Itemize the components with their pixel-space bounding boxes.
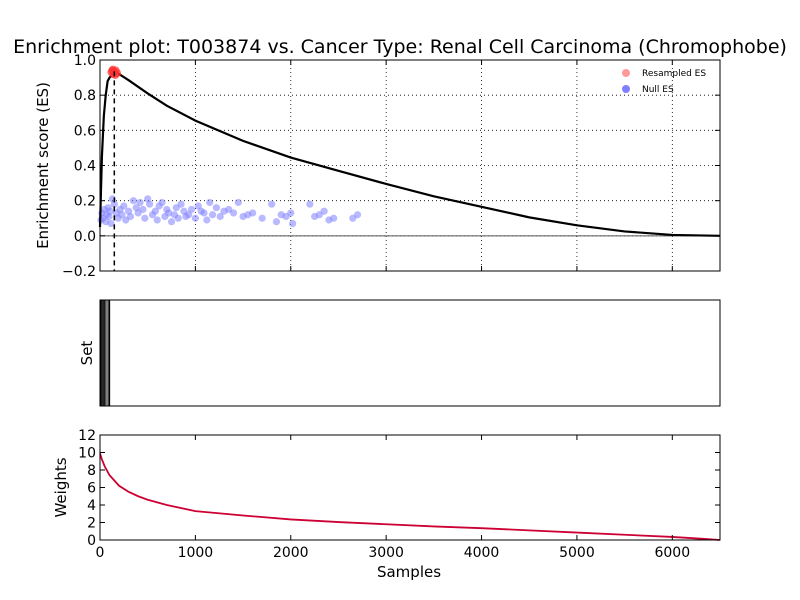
null-es-point — [234, 198, 242, 207]
null-es-point — [120, 202, 128, 210]
y-tick-label: 0.8 — [74, 88, 96, 104]
null-es-point — [139, 205, 147, 214]
es-panel: Enrichment plot: T003874 vs. Cancer Type… — [13, 36, 787, 280]
null-es-point — [287, 209, 295, 217]
legend-label: Null ES — [642, 85, 674, 95]
null-es-point — [167, 218, 176, 226]
y-tick-label: 0.0 — [74, 229, 96, 245]
null-es-point — [212, 204, 220, 212]
null-es-point — [151, 207, 159, 215]
y-tick-label: 2 — [87, 516, 96, 532]
set-panel: Set — [78, 299, 721, 407]
y-tick-label: 0.6 — [74, 123, 96, 139]
null-es-point — [107, 219, 115, 228]
null-es-point — [177, 200, 185, 208]
null-es-point — [141, 214, 149, 222]
null-es-point — [174, 214, 182, 222]
y-tick-label: 12 — [78, 428, 96, 444]
null-es-point — [200, 209, 208, 217]
weights-axis-label: Weights — [52, 457, 70, 517]
legend-marker — [622, 85, 630, 93]
null-es-point — [249, 209, 257, 217]
weights-panel: 12 108 64 200 1000 2000 3000 4000 5000 6000 Sample… — [52, 428, 721, 581]
null-es-point — [110, 200, 118, 208]
legend-label: Resampled ES — [642, 69, 706, 79]
y-tick-label: 0.2 — [74, 194, 96, 210]
y-tick-label: 10 — [78, 446, 96, 462]
set-axes-frame — [99, 299, 721, 407]
y-tick-label: 1.0 — [74, 53, 96, 69]
y-tick-label: 4 — [87, 498, 96, 514]
null-es-point — [272, 218, 281, 226]
y-tick-label: 6 — [87, 481, 96, 497]
x-tick-label: 4000 — [464, 545, 500, 561]
null-es-point — [353, 211, 362, 219]
y-tick-label: 8 — [87, 463, 96, 479]
null-es-point — [229, 209, 238, 217]
weights-curve — [99, 453, 721, 541]
x-tick-label: 3000 — [368, 545, 404, 561]
null-es-point — [136, 198, 144, 207]
y-tick-label: 0 — [87, 533, 96, 549]
null-es-point — [146, 200, 154, 208]
null-es-point — [320, 207, 328, 215]
null-es-point — [194, 202, 202, 210]
x-tick-label: 0 — [96, 545, 105, 561]
null-es-point — [129, 197, 137, 205]
null-es-point — [268, 200, 276, 208]
legend-marker — [622, 69, 630, 77]
null-es-point — [206, 198, 214, 207]
null-es-point — [330, 214, 338, 222]
x-tick-label: 2000 — [273, 545, 309, 561]
es-curve — [98, 69, 721, 237]
null-es-point — [126, 212, 135, 221]
legend: Resampled ES Null ES — [622, 69, 706, 95]
weights-axes-frame — [99, 434, 721, 541]
x-tick-label: 6000 — [654, 545, 690, 561]
x-tick-label: 5000 — [559, 545, 595, 561]
null-es-point — [187, 205, 196, 214]
set-axis-label: Set — [78, 341, 96, 366]
null-es-point — [106, 207, 114, 215]
y-tick-label: −0.2 — [62, 264, 96, 280]
x-tick-label: 1000 — [178, 545, 214, 561]
y-axis-label: Enrichment score (ES) — [34, 82, 52, 249]
null-es-point — [158, 198, 166, 207]
chart-title: Enrichment plot: T003874 vs. Cancer Type… — [13, 36, 787, 58]
null-es-point — [118, 211, 126, 219]
y-tick-label: 0.4 — [74, 159, 96, 175]
null-es-point — [289, 219, 297, 228]
null-es-point — [153, 216, 161, 224]
x-axis-label: Samples — [377, 563, 441, 581]
null-es-point — [191, 214, 199, 222]
null-es-point — [258, 214, 266, 222]
null-es-point — [216, 212, 224, 221]
null-es-point — [203, 216, 211, 224]
null-es-point — [185, 211, 193, 219]
null-es-point — [208, 211, 217, 219]
null-es-point — [306, 200, 314, 208]
null-es-point — [165, 209, 173, 217]
